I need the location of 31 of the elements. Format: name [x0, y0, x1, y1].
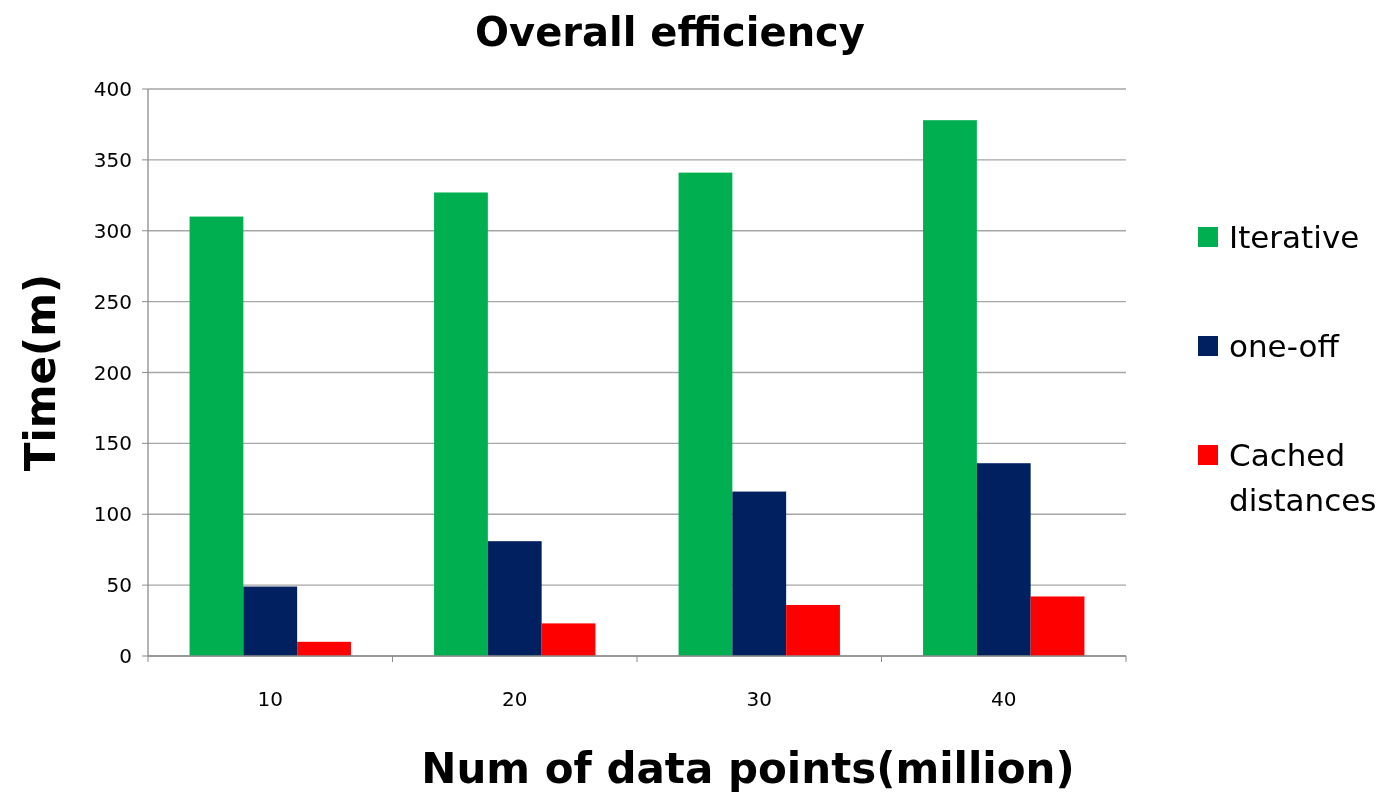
x-tick-label: 20 [502, 687, 528, 711]
x-axis-title: Num of data points(million) [421, 744, 1075, 793]
y-tick-label: 150 [93, 431, 132, 456]
y-tick-label: 0 [119, 644, 132, 668]
bar [487, 541, 542, 656]
bar [189, 216, 244, 656]
x-tick-label: 10 [257, 687, 283, 711]
x-tick-label: 40 [991, 687, 1017, 711]
bar [297, 641, 351, 656]
y-tick-label: 250 [93, 289, 132, 314]
bar [976, 463, 1031, 656]
y-tick-label: 100 [93, 502, 132, 527]
y-tick-label: 350 [93, 147, 132, 172]
bar [243, 586, 298, 656]
legend-label: Iterative [1229, 218, 1360, 255]
bar [1030, 596, 1085, 656]
y-axis-title: Time(m) [16, 273, 65, 472]
x-tick-label: 30 [746, 687, 772, 711]
y-tick-label: 200 [93, 360, 132, 385]
y-tick-label: 50 [106, 573, 132, 598]
y-tick-label: 300 [93, 218, 132, 243]
bar [678, 172, 733, 656]
legend-label: Cached distances [1229, 436, 1377, 518]
bar [923, 120, 977, 656]
bar [541, 623, 596, 656]
bar [786, 604, 840, 656]
chart-title: Overall efficiency [475, 9, 865, 55]
bar [732, 491, 787, 656]
legend-label: one-off [1229, 327, 1340, 364]
y-tick-label: 400 [93, 77, 132, 101]
bar [434, 192, 488, 656]
